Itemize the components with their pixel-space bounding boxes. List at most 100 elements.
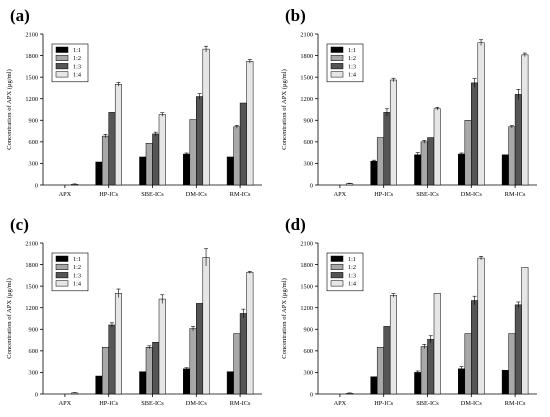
bar xyxy=(108,112,116,186)
x-tick-label: SBE-ICs xyxy=(141,191,164,198)
legend-swatch xyxy=(330,263,344,270)
y-tick-label: 2100 xyxy=(300,240,313,247)
bar xyxy=(433,108,441,186)
legend-label: 1:2 xyxy=(73,55,81,62)
y-tick-label: 1800 xyxy=(25,262,38,269)
y-tick-label: 2100 xyxy=(25,240,38,247)
bar xyxy=(145,143,153,186)
y-tick-label: 0 xyxy=(35,391,38,398)
bar xyxy=(101,347,109,395)
legend-swatch xyxy=(55,63,69,70)
legend-swatch xyxy=(330,63,344,70)
bar xyxy=(508,333,516,395)
y-tick-label: 1800 xyxy=(300,262,313,269)
y-tick-label: 300 xyxy=(304,370,313,377)
legend-label: 1:1 xyxy=(73,47,81,54)
y-tick-label: 2100 xyxy=(300,31,313,38)
bar xyxy=(508,126,516,186)
x-tick-label: APX xyxy=(59,191,72,198)
y-tick-label: 600 xyxy=(29,348,38,355)
bar xyxy=(139,156,147,186)
x-tick-label: APX xyxy=(59,400,72,407)
x-tick-label: SBE-ICs xyxy=(141,400,164,407)
panel-label: (a) xyxy=(10,6,30,25)
bar xyxy=(158,114,166,186)
y-tick-label: 900 xyxy=(29,327,38,334)
legend-label: 1:1 xyxy=(73,256,81,263)
x-tick-label: RM-ICs xyxy=(230,191,251,198)
x-tick-label: DM-ICs xyxy=(186,400,208,407)
legend-swatch xyxy=(55,263,69,270)
legend-label: 1:2 xyxy=(348,55,356,62)
y-tick-label: 1800 xyxy=(300,53,313,60)
x-tick-label: SBE-ICs xyxy=(416,191,439,198)
bar xyxy=(196,96,204,186)
bar xyxy=(183,153,191,186)
bar xyxy=(427,339,435,395)
bar xyxy=(246,272,254,395)
x-tick-label: RM-ICs xyxy=(230,400,251,407)
bar xyxy=(414,154,422,186)
bar xyxy=(239,102,247,186)
x-tick-label: HP-ICs xyxy=(99,191,118,198)
y-tick-label: 1200 xyxy=(300,96,313,103)
y-tick-label: 600 xyxy=(304,348,313,355)
y-axis-label: Concentration of APX (μg/ml) xyxy=(281,69,288,150)
bar xyxy=(414,372,422,395)
x-tick-label: DM-ICs xyxy=(461,400,483,407)
legend-swatch xyxy=(55,54,69,61)
legend-label: 1:4 xyxy=(348,281,357,288)
bar xyxy=(458,368,466,395)
bar xyxy=(152,133,160,186)
bar xyxy=(158,298,166,395)
x-tick-label: RM-ICs xyxy=(505,400,526,407)
legend-swatch xyxy=(55,280,69,287)
bar xyxy=(233,333,241,395)
bar xyxy=(383,112,391,186)
y-tick-label: 300 xyxy=(29,161,38,168)
legend-swatch xyxy=(55,255,69,262)
legend-label: 1:4 xyxy=(73,281,82,288)
bar xyxy=(101,135,109,186)
bar xyxy=(152,341,160,395)
bar xyxy=(389,79,397,186)
legend-swatch xyxy=(55,272,69,279)
y-tick-label: 300 xyxy=(304,161,313,168)
y-tick-label: 900 xyxy=(29,118,38,125)
bar xyxy=(477,257,485,395)
bar xyxy=(246,61,254,186)
bar xyxy=(433,293,441,395)
legend-swatch xyxy=(330,54,344,61)
y-tick-label: 1200 xyxy=(300,305,313,312)
bar xyxy=(376,137,384,186)
bar xyxy=(389,295,397,395)
bar xyxy=(370,376,378,395)
legend-label: 1:2 xyxy=(348,264,356,271)
x-tick-label: APX xyxy=(334,191,347,198)
y-tick-label: 2100 xyxy=(25,31,38,38)
legend-label: 1:4 xyxy=(348,72,357,79)
bar xyxy=(458,153,466,186)
panel-b: (b) 0 300 600 900 1200 1500 1800 2100 Concentrati… xyxy=(275,0,550,208)
bar xyxy=(501,154,509,186)
bar-chart-c: (c) 0 300 600 900 1200 1500 1800 2100 Concentrati… xyxy=(6,215,262,407)
bar xyxy=(183,368,191,395)
bar xyxy=(196,303,204,395)
y-tick-label: 300 xyxy=(29,370,38,377)
bar xyxy=(114,84,122,186)
y-tick-label: 0 xyxy=(310,182,313,189)
legend-label: 1:3 xyxy=(348,272,356,279)
bar xyxy=(114,293,122,395)
bar xyxy=(514,94,522,186)
legend-label: 1:3 xyxy=(73,272,81,279)
bar-chart-b: (b) 0 300 600 900 1200 1500 1800 2100 Concentrati… xyxy=(281,6,537,198)
y-tick-label: 1200 xyxy=(25,96,38,103)
legend-swatch xyxy=(55,71,69,78)
x-tick-label: HP-ICs xyxy=(374,191,393,198)
legend-label: 1:1 xyxy=(348,47,356,54)
bar xyxy=(521,54,529,186)
panel-c: (c) 0 300 600 900 1200 1500 1800 2100 Concentrati… xyxy=(0,209,275,417)
y-tick-label: 900 xyxy=(304,327,313,334)
y-axis-label: Concentration of APX (μg/ml) xyxy=(6,69,13,150)
legend-label: 1:3 xyxy=(73,63,81,70)
